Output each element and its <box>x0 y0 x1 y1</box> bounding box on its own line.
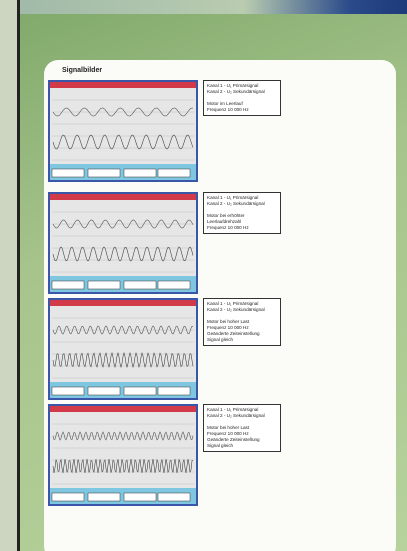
caption-line: Frequenz 10 000 Hz <box>207 225 277 231</box>
caption-line: Signal gleich <box>207 443 277 449</box>
caption-line: Signal gleich <box>207 337 277 343</box>
oscilloscope-image <box>48 192 198 294</box>
page: Signalbilder Kanal 1 - U₁ PrimärsignalKa… <box>0 0 407 551</box>
title: Signalbilder <box>62 67 102 74</box>
oscilloscope-image <box>48 80 198 182</box>
caption-line: Frequenz 10 000 Hz <box>207 107 277 113</box>
header-bar <box>0 0 407 14</box>
left-margin <box>0 0 20 551</box>
oscilloscope-image <box>48 298 198 400</box>
oscilloscope-image <box>48 404 198 506</box>
